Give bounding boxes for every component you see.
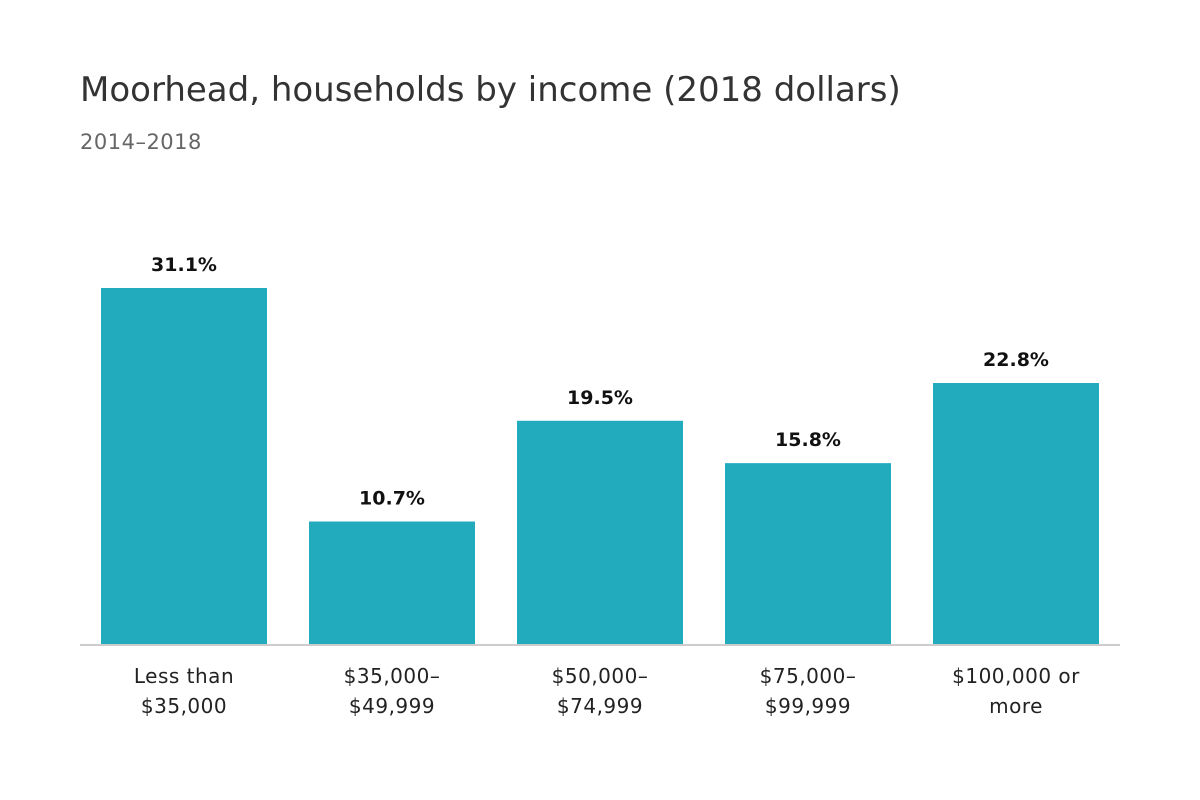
x-tick-label-3-line-1: $50,000– (552, 664, 649, 688)
bar-4 (725, 463, 891, 644)
value-label-4: 15.8% (775, 429, 841, 451)
x-tick-label-3-line-2: $74,999 (557, 694, 643, 718)
x-tick-label-5-line-2: more (989, 694, 1043, 718)
bar-3 (517, 420, 683, 644)
x-tick-label-2-line-1: $35,000– (344, 664, 441, 688)
bars-group (101, 288, 1099, 644)
x-tick-label-2-line-2: $49,999 (349, 694, 435, 718)
x-tick-label-1-line-1: Less than (134, 664, 234, 688)
value-label-3: 19.5% (567, 387, 633, 409)
x-tick-label-4-line-1: $75,000– (760, 664, 857, 688)
x-tick-label-1-line-2: $35,000 (141, 694, 227, 718)
bar-5 (933, 383, 1099, 644)
bar-1 (101, 288, 267, 644)
x-tick-label-4-line-2: $99,999 (765, 694, 851, 718)
chart-title: Moorhead, households by income (2018 dol… (80, 70, 901, 110)
value-label-1: 31.1% (151, 254, 217, 276)
chart-subtitle: 2014–2018 (80, 130, 202, 154)
x-tick-label-5-line-1: $100,000 or (952, 664, 1080, 688)
bar-2 (309, 521, 475, 644)
value-label-2: 10.7% (359, 488, 425, 510)
x-tick-labels-group: Less than $35,000 $35,000– $49,999 $50,000– $… (134, 664, 1080, 718)
value-label-5: 22.8% (983, 349, 1049, 371)
value-labels-group: 31.1% 10.7% 19.5% 15.8% 22.8% (151, 254, 1049, 510)
